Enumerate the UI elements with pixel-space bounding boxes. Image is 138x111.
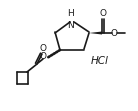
Polygon shape (89, 32, 102, 35)
Text: N: N (67, 21, 73, 30)
Text: H: H (67, 9, 73, 18)
Text: O: O (111, 29, 117, 38)
Text: O: O (39, 53, 46, 61)
Text: O: O (39, 44, 47, 53)
Text: O: O (99, 10, 107, 19)
Text: HCl: HCl (91, 56, 109, 66)
